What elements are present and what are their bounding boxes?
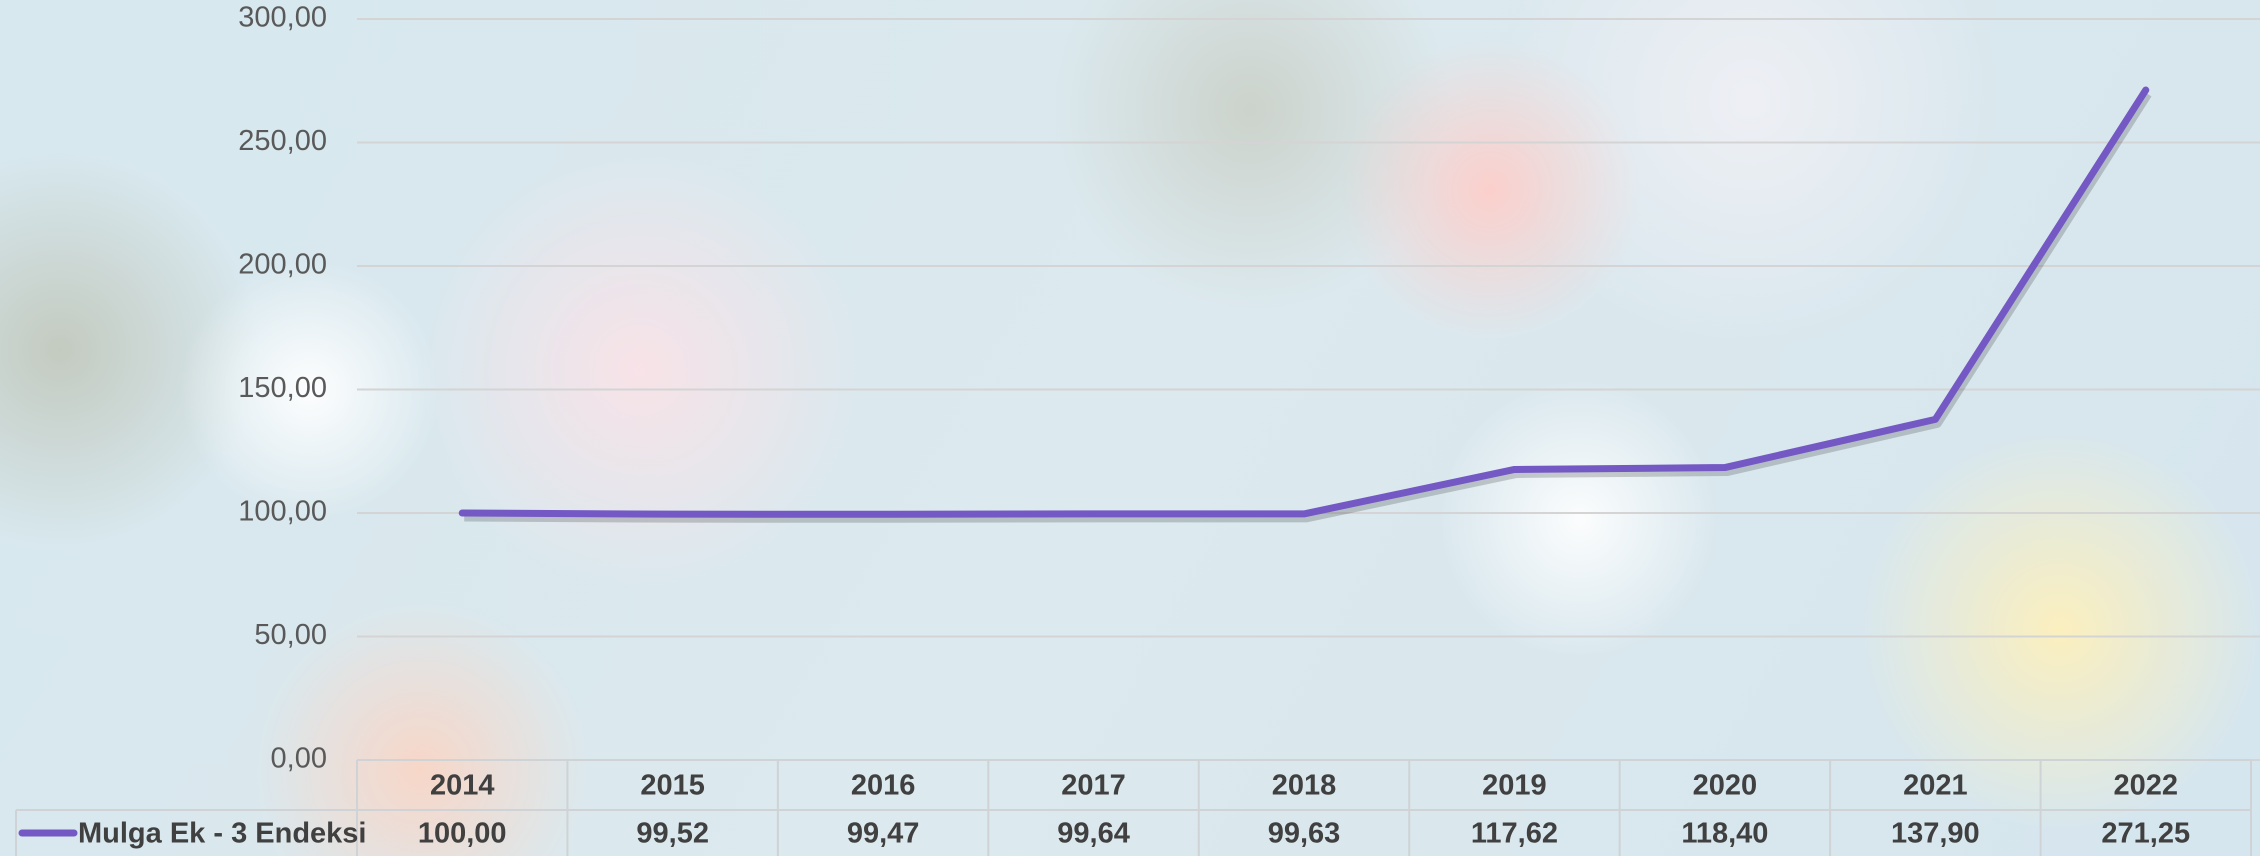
x-tick-label: 2015	[640, 770, 705, 802]
data-label: 99,64	[1057, 818, 1130, 850]
x-tick-label: 2022	[2114, 770, 2179, 802]
series-shadow	[464, 91, 2152, 523]
x-tick-label: 2017	[1061, 770, 1126, 802]
x-tick-label: 2019	[1482, 770, 1547, 802]
y-tick-label: 50,00	[254, 619, 327, 651]
x-tick-label: 2016	[851, 770, 916, 802]
y-tick-label: 150,00	[238, 372, 327, 404]
legend-label: Mulga Ek - 3 Endeksi	[78, 818, 366, 850]
y-tick-label: 0,00	[271, 743, 327, 775]
series-line	[458, 86, 2150, 518]
data-label: 100,00	[418, 818, 507, 850]
x-tick-label: 2018	[1272, 770, 1337, 802]
x-tick-label: 2020	[1693, 770, 1758, 802]
x-tick-label: 2021	[1903, 770, 1968, 802]
y-tick-label: 200,00	[238, 249, 327, 281]
y-tick-label: 100,00	[238, 496, 327, 528]
y-tick-label: 300,00	[238, 2, 327, 34]
data-label: 271,25	[2101, 818, 2190, 850]
data-label: 99,47	[847, 818, 920, 850]
data-label: 99,52	[636, 818, 709, 850]
data-label: 118,40	[1681, 818, 1768, 850]
y-tick-label: 250,00	[238, 125, 327, 157]
data-label: 137,90	[1891, 818, 1980, 850]
x-tick-label: 2014	[430, 770, 495, 802]
data-label: 117,62	[1471, 818, 1558, 850]
data-label: 99,63	[1268, 818, 1341, 850]
